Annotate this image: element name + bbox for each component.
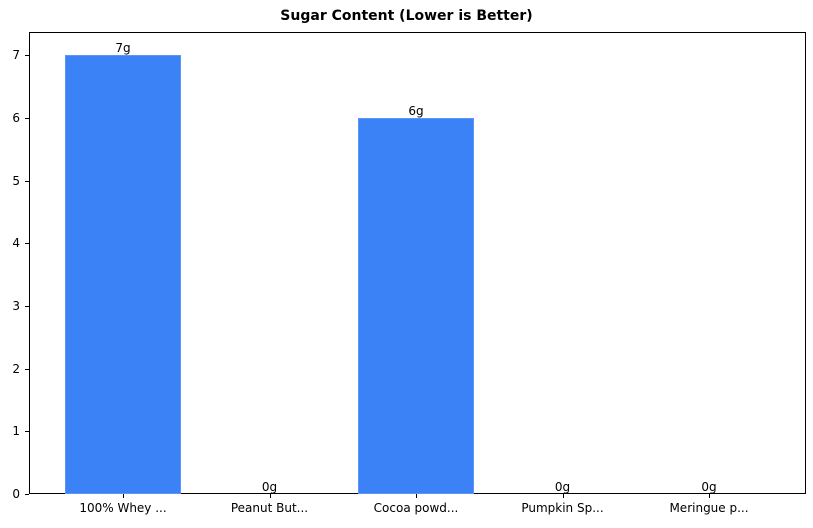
- y-tick: 5: [0, 174, 29, 195]
- x-tick-mark: [123, 494, 124, 498]
- y-tick-label: 4: [12, 236, 20, 251]
- y-tick: 7: [0, 48, 29, 69]
- y-tick: 6: [0, 111, 29, 132]
- y-tick-mark: [25, 117, 29, 119]
- y-tick: 0: [0, 487, 29, 508]
- y-tick-mark: [25, 368, 29, 370]
- y-tick: 4: [0, 236, 29, 257]
- x-tick-mark: [709, 494, 710, 498]
- y-tick-label: 5: [12, 173, 20, 188]
- y-tick-label: 3: [12, 298, 20, 313]
- y-tick-label: 6: [12, 110, 20, 125]
- x-tick-mark: [562, 494, 564, 498]
- bar-value-label: 6g: [408, 103, 424, 118]
- x-tick-label: Peanut But...: [230, 501, 309, 515]
- y-tick-mark: [25, 494, 29, 495]
- bar-value-label: 0g: [554, 480, 571, 494]
- x-tick-label: Pumpkin Sp...: [521, 501, 604, 515]
- y-tick-mark: [25, 431, 29, 433]
- bar-value-label: 7g: [115, 41, 131, 56]
- y-tick-label: 2: [12, 361, 20, 376]
- y-tick-label: 7: [12, 48, 20, 63]
- x-tick-label: 100% Whey ...: [79, 501, 167, 515]
- bar: [358, 117, 474, 494]
- x-tick-mark: [269, 494, 271, 498]
- y-tick: 2: [0, 362, 29, 383]
- bar: [65, 55, 181, 494]
- y-tick-mark: [25, 305, 29, 307]
- y-tick: 1: [0, 424, 29, 445]
- chart-title: Sugar Content (Lower is Better): [280, 8, 533, 24]
- y-tick-mark: [25, 243, 29, 245]
- x-tick-mark: [416, 494, 417, 498]
- y-tick-label: 0: [12, 487, 20, 501]
- y-tick-label: 1: [12, 424, 20, 439]
- y-tick: 3: [0, 299, 29, 320]
- y-tick-mark: [25, 180, 29, 182]
- x-tick-label: Cocoa powd...: [373, 501, 459, 515]
- bar-value-label: 0g: [261, 480, 278, 494]
- bar-value-label: 0g: [701, 480, 717, 494]
- x-tick-label: Meringue p...: [669, 501, 749, 515]
- y-tick-mark: [25, 55, 29, 57]
